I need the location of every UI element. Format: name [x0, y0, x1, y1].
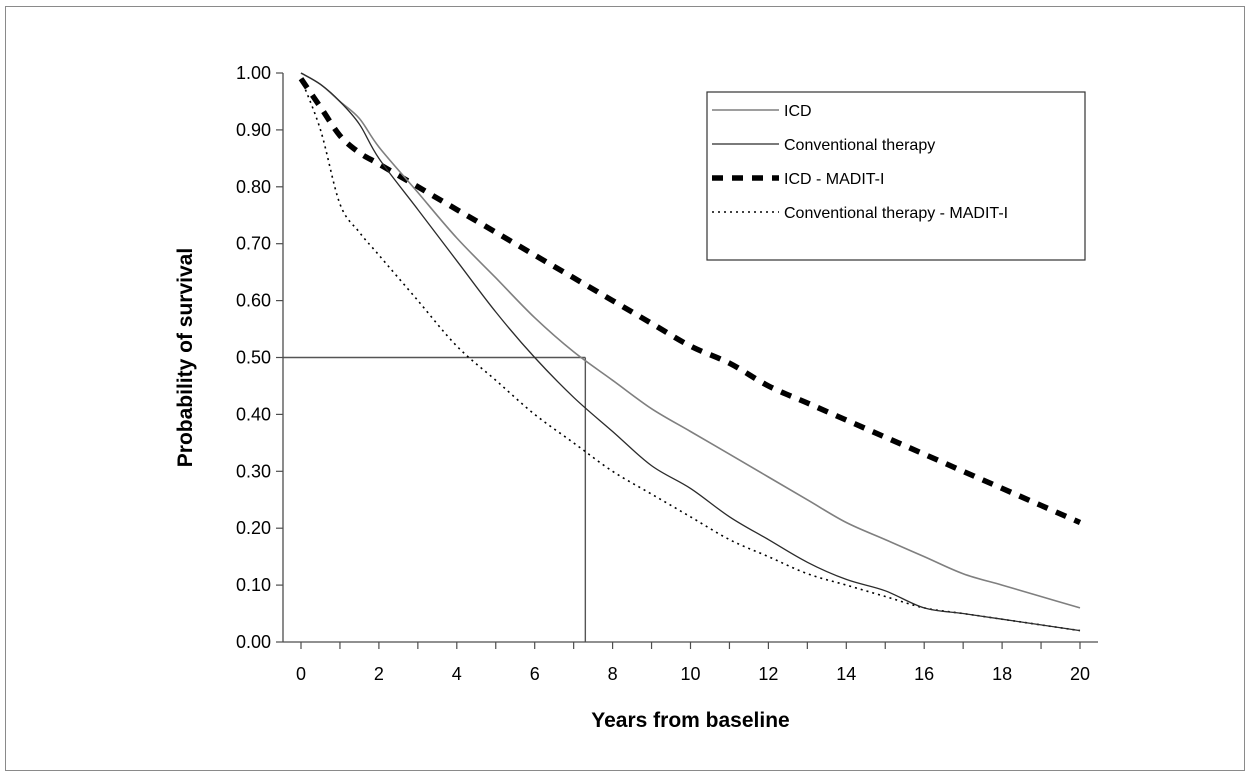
x-tick-label: 10: [680, 664, 700, 684]
y-tick-label: 0.40: [236, 404, 271, 424]
y-tick-label: 0.90: [236, 120, 271, 140]
legend-label: ICD - MADIT-I: [784, 171, 884, 188]
x-tick-label: 2: [374, 664, 384, 684]
x-tick-label: 14: [836, 664, 856, 684]
x-tick-label: 16: [914, 664, 934, 684]
y-axis-title: Probability of survival: [174, 248, 197, 467]
y-tick-label: 0.20: [236, 518, 271, 538]
x-tick-label: 18: [992, 664, 1012, 684]
series-line-icd-madit-i: [298, 77, 1082, 526]
x-tick-label: 6: [530, 664, 540, 684]
y-tick-label: 0.30: [236, 461, 271, 481]
legend: ICD Conventional therapy ICD - MADIT-I Conv…: [706, 91, 1086, 261]
y-tick-label: 0.80: [236, 177, 271, 197]
legend-label: ICD: [784, 103, 812, 120]
legend-box: [706, 91, 1086, 261]
y-tick-label: 0.50: [236, 348, 271, 368]
y-axis-ticks: 0.00 0.10 0.20 0.30 0.40 0.50 0.60 0.70 0.80 0.90…: [236, 63, 283, 652]
x-tick-label: 4: [452, 664, 462, 684]
x-tick-label: 8: [608, 664, 618, 684]
series-line-conventional-therapy: [300, 72, 1081, 632]
y-tick-label: 0.10: [236, 575, 271, 595]
x-tick-label: 20: [1070, 664, 1090, 684]
legend-label: Conventional therapy: [784, 137, 935, 154]
plot-area: [283, 72, 1082, 642]
series-line-icd: [300, 72, 1081, 609]
x-tick-label: 12: [758, 664, 778, 684]
legend-label: Conventional therapy - MADIT-I: [784, 205, 1008, 222]
y-tick-label: 0.70: [236, 234, 271, 254]
y-tick-label: 0.00: [236, 632, 271, 652]
y-tick-label: 0.60: [236, 291, 271, 311]
y-tick-label: 1.00: [236, 63, 271, 83]
x-axis-title: Years from baseline: [591, 709, 789, 732]
x-tick-label: 0: [296, 664, 306, 684]
x-axis-ticks: 0 2 4 6 8 10 12 14 16 18 20: [296, 642, 1090, 684]
